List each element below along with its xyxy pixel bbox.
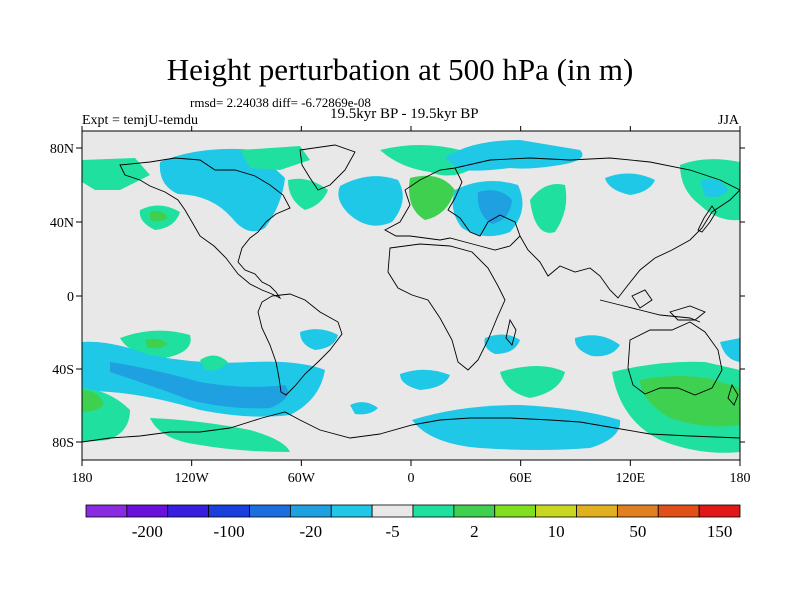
colorbar-label: -100 bbox=[213, 522, 244, 541]
colorbar-swatch bbox=[167, 504, 210, 518]
colorbar-label: 150 bbox=[707, 522, 733, 541]
coastline-japan bbox=[697, 205, 717, 233]
contour-region bbox=[409, 175, 455, 220]
coastlines bbox=[82, 144, 740, 443]
contour-region bbox=[484, 334, 520, 354]
colorbar-label: -200 bbox=[132, 522, 163, 541]
colorbar-swatch bbox=[616, 504, 659, 518]
colorbar-swatch bbox=[249, 504, 291, 518]
contour-fills bbox=[82, 140, 740, 453]
colorbar-swatch bbox=[208, 504, 250, 518]
contour-region bbox=[150, 210, 168, 222]
x-tick-label: 120E bbox=[616, 471, 646, 486]
colorbar-labels: -200 -100 -20 -5 2 10 50 150 bbox=[132, 522, 733, 541]
contour-region bbox=[700, 178, 728, 198]
colorbar-swatch bbox=[289, 504, 332, 518]
y-tick-label: 40N bbox=[50, 216, 74, 231]
colorbar-swatch bbox=[85, 504, 128, 518]
coastline-new-guinea bbox=[669, 305, 706, 321]
coastline-indonesia bbox=[599, 299, 701, 323]
contour-region bbox=[145, 338, 168, 349]
contour-region bbox=[338, 176, 403, 226]
contour-region bbox=[400, 369, 450, 390]
contour-region bbox=[500, 366, 565, 398]
y-tick-label: 40S bbox=[52, 363, 74, 378]
colorbar-swatch bbox=[330, 504, 373, 518]
experiment-label: Expt = temjU-temdu bbox=[82, 113, 198, 128]
colorbar-label: 2 bbox=[470, 522, 479, 541]
colorbar-swatch bbox=[576, 504, 618, 518]
y-axis: 80N 40N 0 40S 80S bbox=[50, 142, 745, 451]
map-panel bbox=[81, 130, 741, 461]
x-axis: 180 120W 60W 0 60E 120E 180 bbox=[72, 126, 751, 486]
contour-region bbox=[640, 376, 740, 427]
x-tick-label: 180 bbox=[72, 471, 93, 486]
colorbar-label: -5 bbox=[385, 522, 399, 541]
colorbar-swatch bbox=[494, 504, 537, 518]
colorbar-swatch bbox=[698, 504, 741, 518]
coastline-greenland bbox=[299, 144, 356, 191]
contour-region bbox=[445, 140, 583, 171]
contour-region bbox=[82, 158, 150, 190]
coastline-borneo bbox=[631, 289, 653, 309]
coastline-australia bbox=[627, 321, 723, 396]
x-tick-label: 180 bbox=[730, 471, 751, 486]
coastline-africa bbox=[387, 243, 506, 371]
y-tick-label: 0 bbox=[67, 290, 74, 305]
contour-region bbox=[159, 148, 285, 232]
contour-region bbox=[605, 173, 655, 195]
colorbar-label: -20 bbox=[299, 522, 322, 541]
contour-region bbox=[240, 146, 310, 170]
x-tick-label: 0 bbox=[408, 471, 415, 486]
contour-region bbox=[82, 390, 104, 412]
coastline-madagascar bbox=[505, 318, 517, 346]
stats-text: rmsd= 2.24038 diff= -6.72869e-08 bbox=[190, 95, 371, 110]
contour-region bbox=[412, 405, 621, 450]
colorbar-label: 10 bbox=[548, 522, 565, 541]
coastline-north-america bbox=[119, 157, 291, 300]
contour-region bbox=[720, 338, 740, 362]
coastline-asia bbox=[454, 157, 740, 299]
coastline-south-america bbox=[257, 293, 343, 396]
y-tick-label: 80S bbox=[52, 436, 74, 451]
period-text: 19.5kyr BP - 19.5kyr BP bbox=[330, 106, 479, 122]
colorbar-swatch bbox=[412, 504, 455, 518]
colorbar-swatch bbox=[535, 504, 577, 518]
contour-region bbox=[574, 335, 620, 357]
coastline-new-zealand bbox=[727, 383, 739, 406]
contour-region bbox=[110, 362, 288, 409]
colorbar-swatch bbox=[371, 504, 414, 518]
contour-region bbox=[288, 178, 328, 210]
contour-region bbox=[350, 402, 378, 415]
contour-region bbox=[150, 418, 290, 452]
x-tick-label: 120W bbox=[175, 471, 210, 486]
contour-region bbox=[200, 355, 228, 371]
contour-region bbox=[380, 145, 470, 176]
colorbar-label: 50 bbox=[629, 522, 646, 541]
coastline-europe bbox=[384, 167, 521, 251]
colorbar bbox=[85, 504, 741, 518]
contour-region bbox=[530, 184, 567, 233]
season-label: JJA bbox=[718, 113, 740, 128]
contour-region bbox=[300, 329, 338, 350]
coastline-antarctica bbox=[82, 411, 740, 443]
contour-region bbox=[477, 190, 512, 224]
colorbar-swatch bbox=[657, 504, 700, 518]
colorbar-swatch bbox=[126, 504, 169, 518]
x-tick-label: 60W bbox=[288, 471, 316, 486]
x-tick-label: 60E bbox=[509, 471, 532, 486]
colorbar-swatch bbox=[453, 504, 496, 518]
y-tick-label: 80N bbox=[50, 142, 74, 157]
chart-title: Height perturbation at 500 hPa (in m) bbox=[166, 52, 634, 87]
